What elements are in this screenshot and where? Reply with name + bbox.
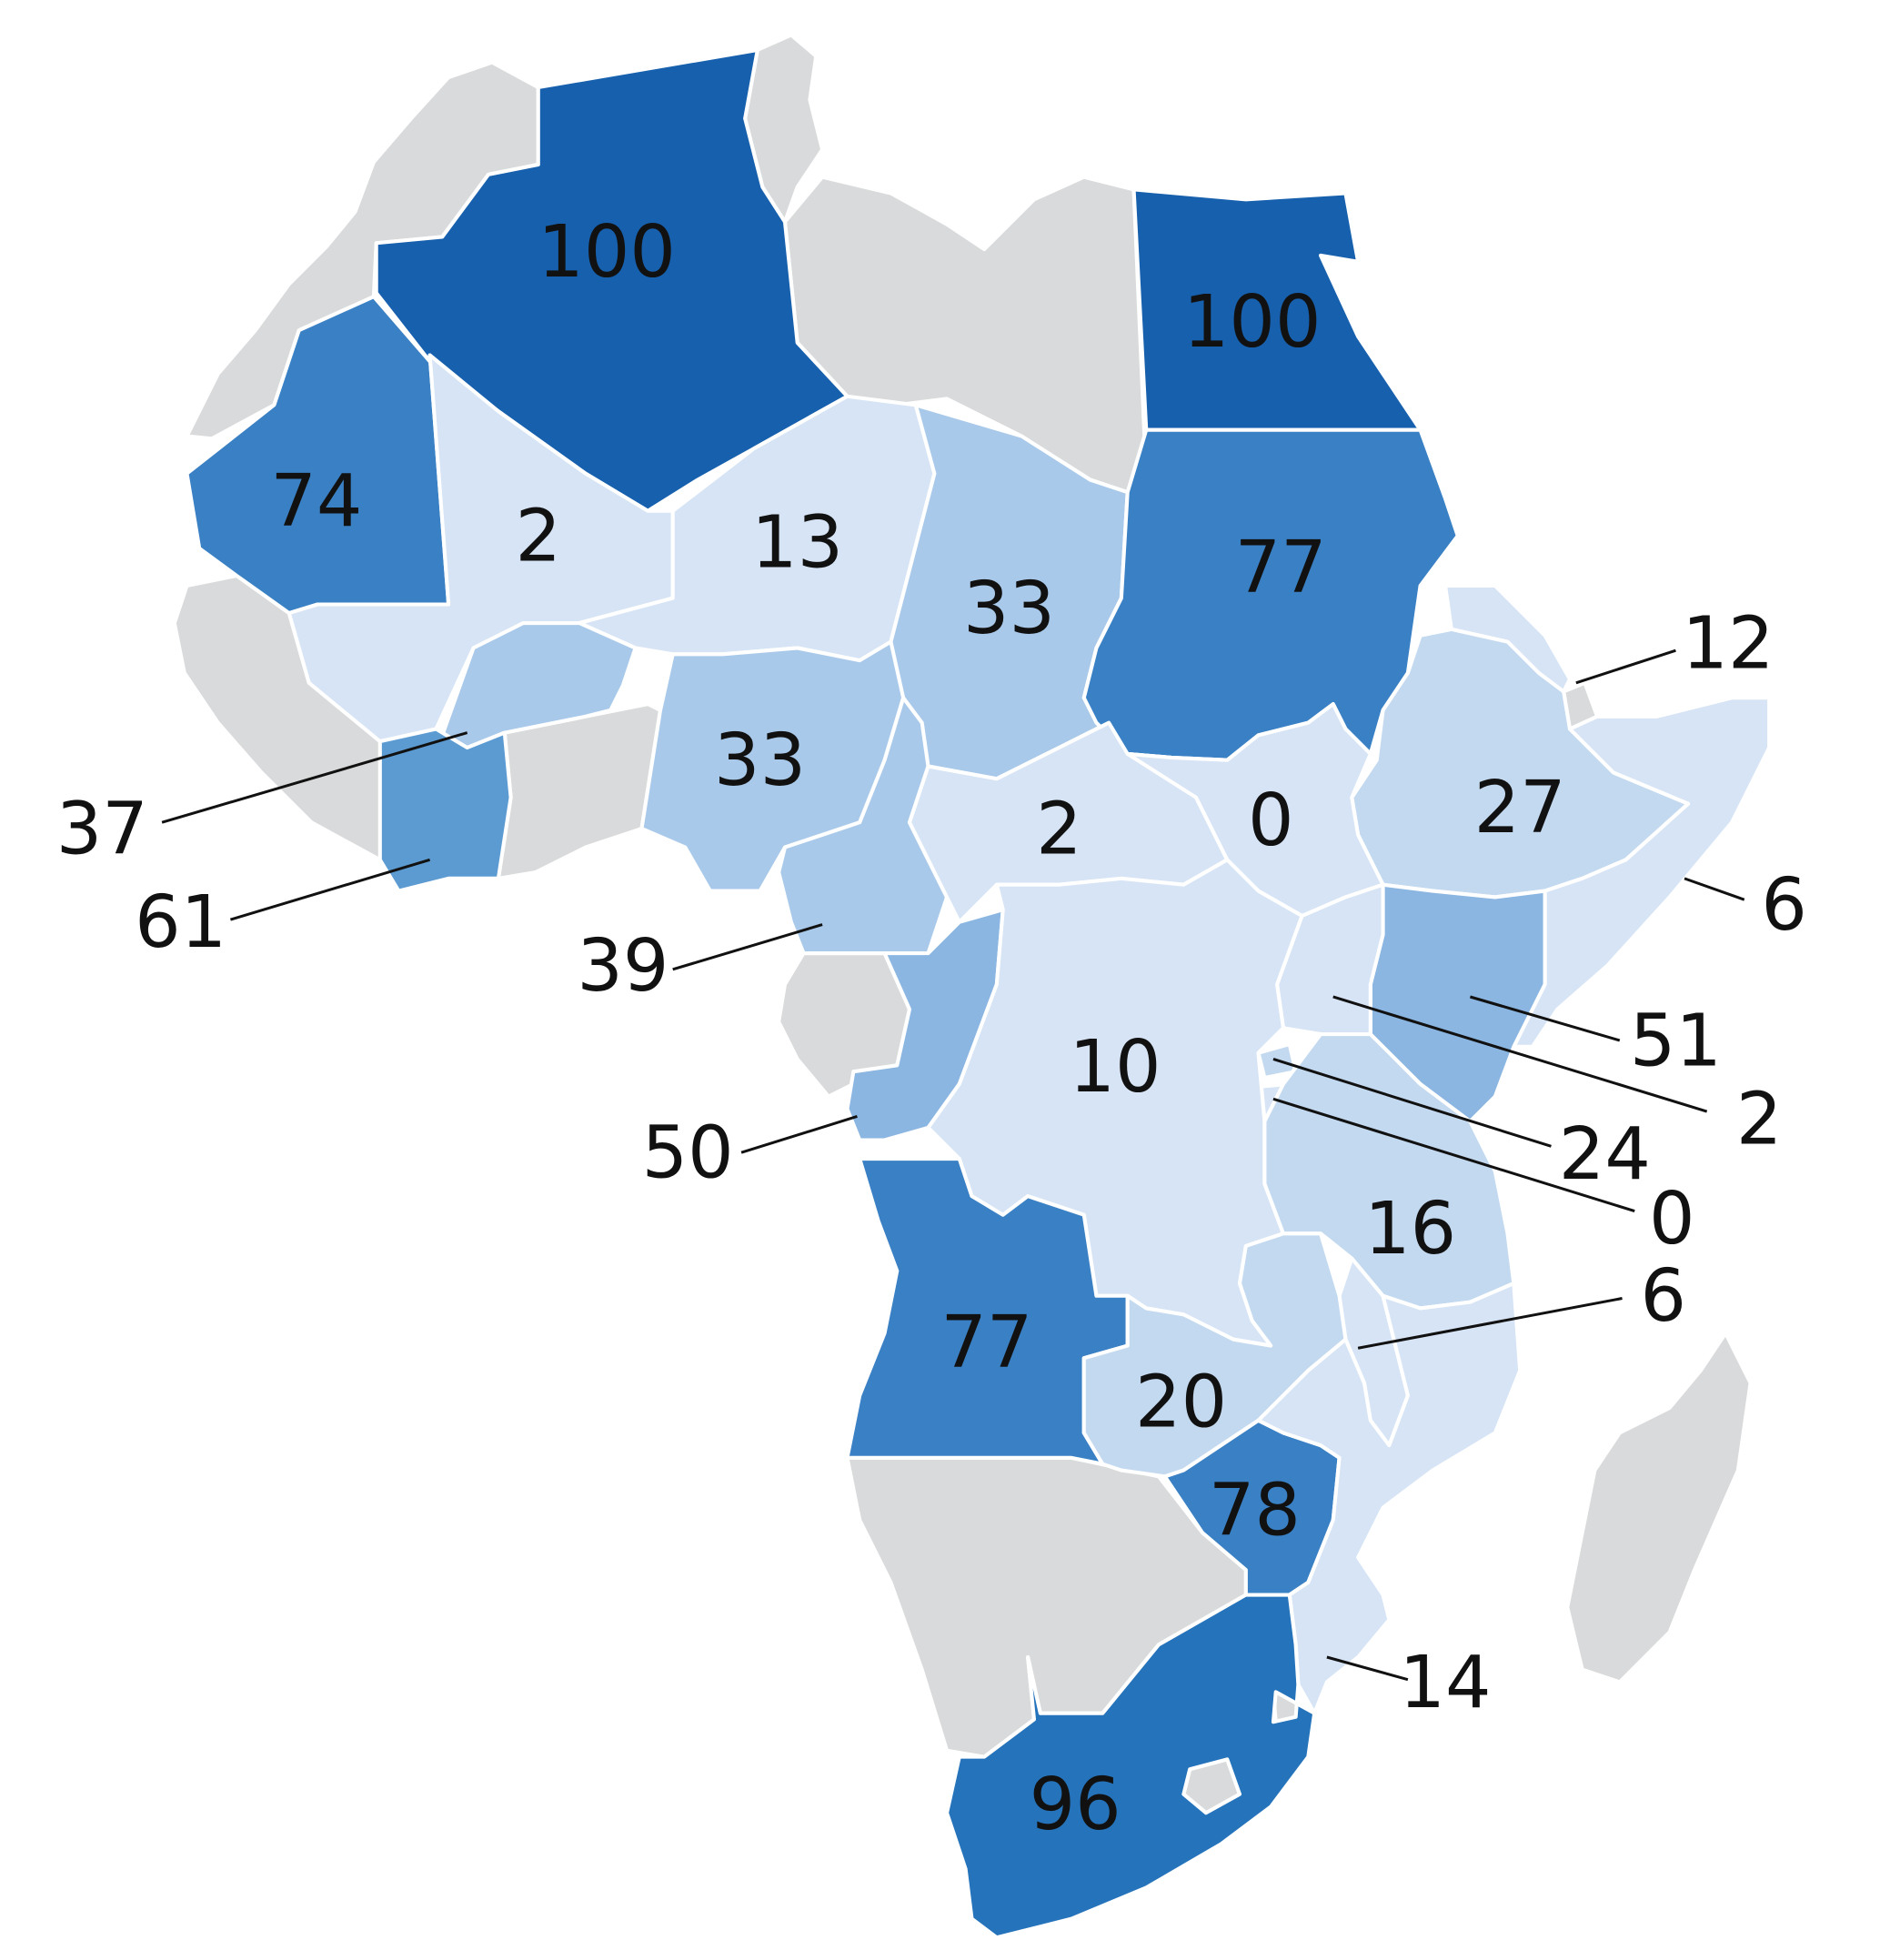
label-car: 2 (1036, 786, 1082, 870)
leader-mozambique (1326, 1655, 1409, 1682)
leader-malawi (1357, 1297, 1623, 1350)
label-uganda: 2 (1736, 1077, 1783, 1161)
label-south-africa: 96 (1030, 1762, 1121, 1846)
label-mauritania: 74 (270, 458, 362, 543)
leader-rwanda (1272, 1058, 1552, 1148)
leader-cote-divoire (229, 858, 431, 921)
label-tanzania: 16 (1364, 1186, 1456, 1271)
label-angola: 77 (940, 1300, 1032, 1384)
mauritania-region (185, 295, 451, 616)
label-malawi: 6 (1640, 1253, 1686, 1338)
leader-burkina-faso (161, 731, 468, 824)
label-zimbabwe: 78 (1209, 1468, 1301, 1553)
label-niger: 13 (751, 499, 843, 584)
label-mali: 2 (515, 494, 561, 578)
leader-kenya (1469, 995, 1621, 1042)
label-ethiopia: 27 (1474, 765, 1566, 849)
leader-somalia (1684, 877, 1745, 901)
label-mozambique: 14 (1399, 1640, 1491, 1724)
leader-congo (740, 1115, 858, 1154)
label-rwanda: 24 (1559, 1111, 1651, 1196)
value-labels: 100 100 74 2 13 33 77 12 27 6 37 61 33 3… (56, 209, 1807, 1846)
label-congo: 50 (642, 1111, 734, 1195)
label-algeria: 100 (538, 209, 676, 294)
leader-lines (161, 648, 1745, 1682)
label-chad: 33 (963, 566, 1055, 650)
south-africa-region (945, 1593, 1317, 1940)
label-south-sudan: 0 (1248, 778, 1294, 862)
label-egypt: 100 (1183, 279, 1322, 364)
label-cameroon: 39 (577, 923, 669, 1008)
no-data-regions (172, 33, 1753, 1815)
label-kenya: 51 (1630, 998, 1722, 1082)
leader-eritrea (1575, 648, 1676, 685)
leader-uganda (1332, 995, 1708, 1113)
data-regions (185, 47, 1772, 1940)
label-dr-congo: 10 (1069, 1024, 1161, 1109)
label-burkina-faso: 37 (56, 786, 148, 870)
leader-cameroon (672, 923, 823, 971)
label-burundi: 0 (1649, 1176, 1695, 1261)
label-eritrea: 12 (1682, 600, 1774, 685)
label-zambia: 20 (1135, 1360, 1227, 1444)
somalia-region (1512, 696, 1772, 1049)
label-somalia: 6 (1761, 862, 1807, 947)
label-sudan: 77 (1235, 525, 1327, 609)
madagascar-region (1565, 1331, 1753, 1684)
mozambique-region (1256, 1282, 1523, 1715)
leader-burundi (1272, 1097, 1635, 1213)
label-cote-divoire: 61 (135, 879, 226, 964)
label-nigeria: 33 (714, 718, 806, 802)
